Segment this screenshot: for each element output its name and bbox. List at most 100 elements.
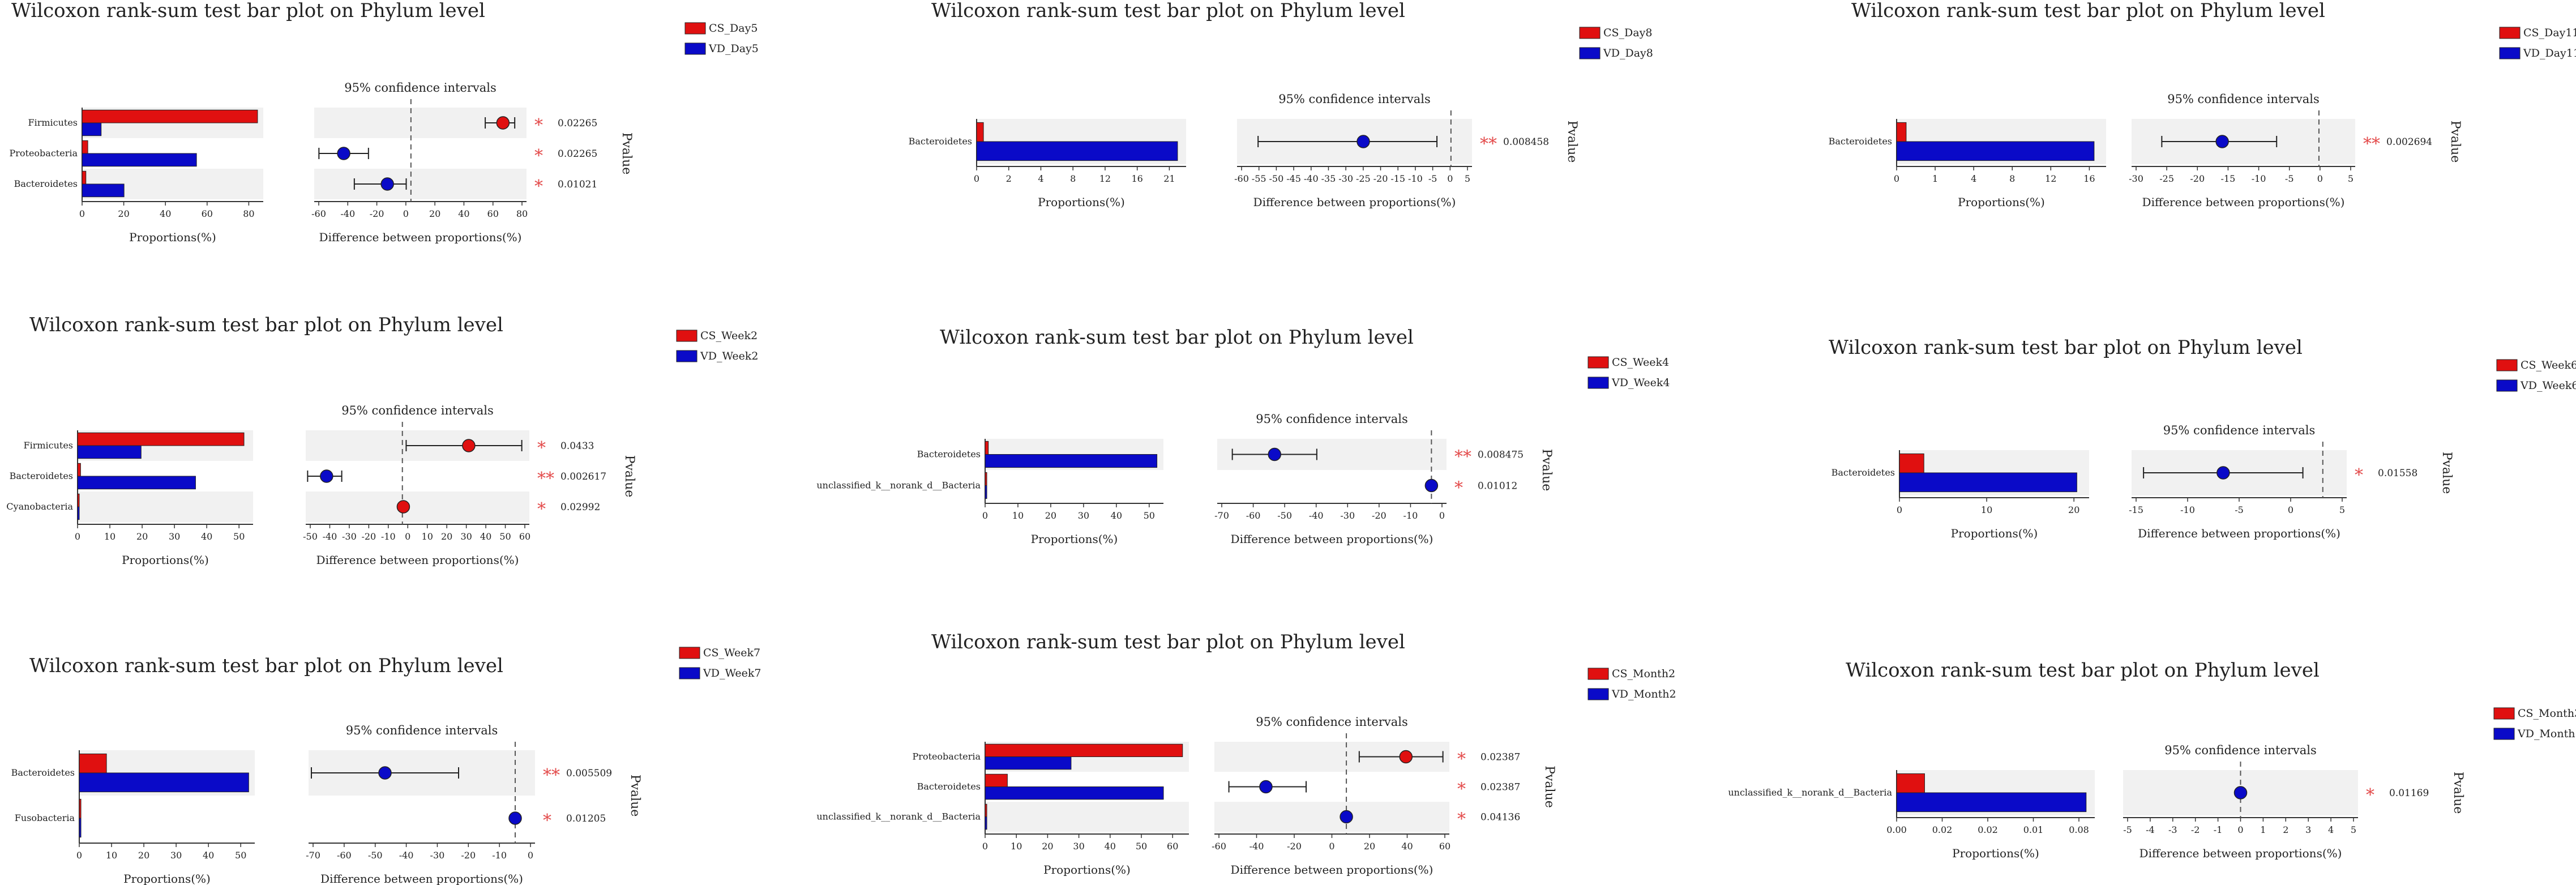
legend-label: VD_Day8 <box>1603 47 1653 59</box>
diff-tick-label: -50 <box>303 531 318 542</box>
significance-mark: * <box>537 499 546 519</box>
bar-group1 <box>82 109 258 123</box>
ci-title: 95% confidence intervals <box>1278 92 1431 106</box>
diff-tick-label: -10 <box>2180 505 2195 515</box>
p-value: 0.02265 <box>558 118 597 129</box>
bar-group2 <box>985 454 1158 468</box>
category-label: Cyanobacteria <box>6 501 73 512</box>
prop-tick-label: 0 <box>75 531 80 542</box>
legend-label: VD_Week2 <box>700 350 759 362</box>
legend-label: CS_Day5 <box>709 22 758 35</box>
diff-tick-label: -20 <box>1287 841 1302 852</box>
significance-mark: ** <box>1480 134 1497 154</box>
prop-tick-label: 10 <box>1012 510 1024 521</box>
diff-tick-label: -15 <box>2221 173 2236 184</box>
category-label: Firmicutes <box>28 117 78 128</box>
bar-group2 <box>985 485 987 499</box>
prop-tick-label: 0.08 <box>2069 824 2089 835</box>
diff-tick-label: -2 <box>2191 824 2200 835</box>
p-value: 0.008458 <box>1503 136 1549 148</box>
diff-point <box>1424 478 1439 493</box>
prop-tick-label: 0 <box>982 841 988 852</box>
bar-group1 <box>82 140 88 154</box>
bar-group2 <box>77 506 80 520</box>
p-value: 0.002694 <box>2386 136 2432 148</box>
chart-panel: Wilcoxon rank-sum test bar plot on Phylu… <box>909 0 1653 209</box>
prop-tick-label: 8 <box>2009 173 2015 184</box>
diff-tick-label: -15 <box>2129 505 2143 515</box>
prop-tick-label: 20 <box>138 850 149 861</box>
diff-tick-label: -40 <box>323 531 337 542</box>
diff-tick-label: -20 <box>361 531 376 542</box>
diff-tick-label: -60 <box>1246 510 1261 521</box>
diff-tick-label: 40 <box>480 531 491 542</box>
prop-tick-label: 50 <box>1136 841 1147 852</box>
legend-label: VD_Month3 <box>2517 728 2576 740</box>
significance-mark: * <box>1457 750 1466 769</box>
proportions-axis-label: Proportions(%) <box>123 872 211 885</box>
bar-group1 <box>985 743 1183 758</box>
diff-point <box>378 766 392 780</box>
bar-group2 <box>77 476 196 490</box>
prop-tick-label: 0 <box>1897 505 1902 515</box>
diff-tick-label: -40 <box>340 208 355 219</box>
prop-tick-label: 12 <box>1099 173 1111 184</box>
prop-tick-label: 12 <box>2045 173 2056 184</box>
significance-mark: * <box>1454 478 1463 498</box>
difference-axis-label: Difference between proportions(%) <box>320 872 523 885</box>
ci-title: 95% confidence intervals <box>346 724 498 737</box>
proportions-axis-label: Proportions(%) <box>1952 846 2039 860</box>
diff-tick-label: -50 <box>1277 510 1292 521</box>
prop-tick-label: 10 <box>1981 505 1992 515</box>
bar-group2 <box>985 756 1072 770</box>
ci-title: 95% confidence intervals <box>1256 715 1408 729</box>
category-label: Firmicutes <box>23 440 73 451</box>
bar-group2 <box>985 816 987 830</box>
difference-axis-label: Difference between proportions(%) <box>316 553 519 567</box>
diff-point <box>1340 810 1353 824</box>
diff-tick-label: 5 <box>1465 173 1470 184</box>
prop-tick-label: 2 <box>1006 173 1012 184</box>
legend-swatch <box>684 42 706 55</box>
diff-point <box>380 177 394 191</box>
prop-tick-label: 10 <box>106 850 117 861</box>
category-label: unclassified_k__norank_d__Bacteria <box>1728 787 1892 798</box>
ci-title: 95% confidence intervals <box>2164 743 2317 757</box>
diff-tick-label: -5 <box>2235 505 2244 515</box>
prop-tick-label: 4 <box>1038 173 1043 184</box>
row-band <box>306 491 529 522</box>
chart-panel: Wilcoxon rank-sum test bar plot on Phylu… <box>816 631 1676 877</box>
prop-tick-label: 0 <box>1894 173 1899 184</box>
pvalue-axis-label: Pvalue <box>1542 766 1556 808</box>
ci-title: 95% confidence intervals <box>344 81 497 95</box>
difference-axis-label: Difference between proportions(%) <box>2142 195 2345 209</box>
chart-title: Wilcoxon rank-sum test bar plot on Phylu… <box>29 655 503 677</box>
pvalue-axis-label: Pvalue <box>622 455 636 498</box>
legend-swatch <box>1587 668 1609 680</box>
legend-swatch <box>1587 356 1609 369</box>
prop-tick-label: 20 <box>1045 510 1056 521</box>
significance-mark: * <box>534 116 543 135</box>
pvalue-axis-label: Pvalue <box>2451 772 2465 814</box>
legend-label: VD_Month2 <box>1611 688 1676 700</box>
diff-tick-label: -40 <box>1309 510 1324 521</box>
diff-tick-label: 60 <box>487 208 499 219</box>
bar-group2 <box>1896 141 2095 161</box>
bar-group1 <box>976 122 984 142</box>
significance-mark: * <box>2355 465 2363 485</box>
bar-group1 <box>985 803 987 817</box>
bar-group2 <box>82 183 125 198</box>
prop-tick-label: 30 <box>1073 841 1084 852</box>
diff-tick-label: 5 <box>2351 824 2356 835</box>
ci-title: 95% confidence intervals <box>2167 92 2320 106</box>
category-label: Proteobacteria <box>912 751 981 762</box>
legend-swatch <box>1587 377 1609 389</box>
diff-tick-label: 20 <box>441 531 452 542</box>
diff-point <box>396 500 410 514</box>
diff-tick-label: -70 <box>306 850 320 861</box>
legend-label: VD_Week6 <box>2520 379 2576 392</box>
bar-group2 <box>985 786 1164 800</box>
bar-group2 <box>82 153 197 167</box>
bar-group1 <box>985 472 987 486</box>
category-label: unclassified_k__norank_d__Bacteria <box>816 480 981 491</box>
